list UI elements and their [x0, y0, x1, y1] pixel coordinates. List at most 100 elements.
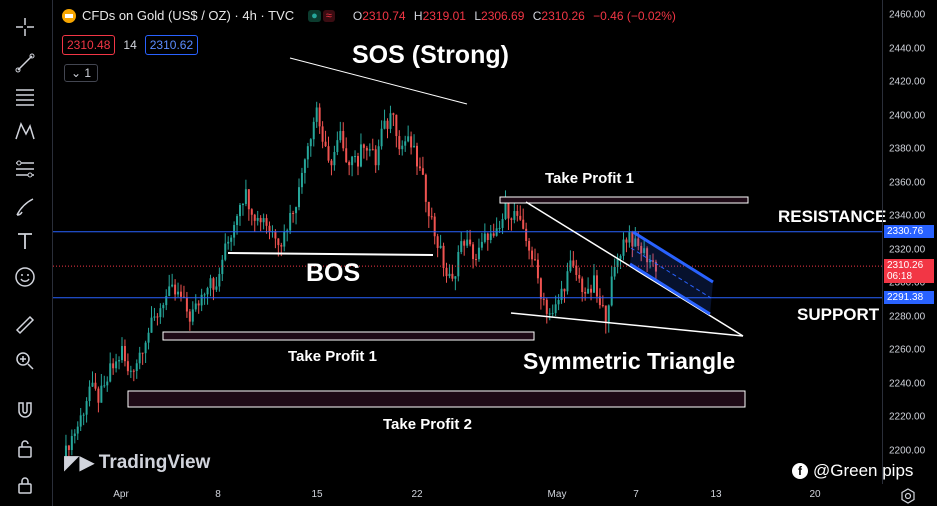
candle-body — [475, 259, 477, 261]
candle-body — [492, 233, 495, 236]
resistance-price-tag: 2330.76 — [884, 224, 934, 238]
candle-body — [442, 245, 445, 268]
candle-body — [224, 243, 227, 260]
tradingview-logo[interactable]: ◤▶ TradingView — [64, 451, 211, 475]
candle-body — [595, 275, 598, 297]
settings-icon[interactable] — [900, 488, 916, 504]
candle-body — [106, 381, 109, 386]
candle-body — [147, 332, 150, 343]
candle-body — [637, 238, 640, 246]
candle-body — [362, 144, 365, 148]
candle-body — [247, 189, 250, 210]
candle-body — [433, 216, 436, 237]
chart-area[interactable]: SOS (Strong) BOS Take Profit 1 Take Prof… — [53, 0, 886, 484]
candle-countdown: 06:18 — [887, 271, 913, 283]
candle-body — [557, 300, 560, 305]
candle-body — [380, 128, 383, 147]
tp2-label: Take Profit 2 — [383, 416, 472, 433]
time-tick: 8 — [215, 489, 221, 500]
time-tick: May — [547, 489, 567, 500]
price-tick: 2200.00 — [889, 445, 926, 457]
bid-button[interactable]: 2310.48 — [62, 35, 116, 55]
candle-body — [135, 363, 138, 372]
candle-body — [318, 107, 321, 127]
projection-icon[interactable] — [10, 156, 40, 182]
candle-body — [168, 286, 171, 297]
candle-body — [395, 114, 398, 137]
candle-body — [129, 370, 132, 372]
candle-body — [604, 305, 607, 322]
candle-body — [103, 385, 106, 387]
candle-body — [244, 189, 247, 204]
brush-icon[interactable] — [10, 194, 40, 220]
trendline-icon[interactable] — [10, 50, 40, 76]
candle-body — [162, 305, 165, 309]
candle-body — [123, 346, 126, 362]
candle-body — [265, 218, 268, 226]
candle-body — [554, 304, 557, 314]
lock-icon[interactable] — [10, 436, 40, 462]
candle-body — [392, 113, 395, 115]
candle-body — [174, 284, 177, 295]
candle-body — [259, 217, 262, 223]
candle-body — [590, 288, 593, 293]
candle-body — [365, 147, 368, 151]
candle-body — [200, 294, 203, 306]
candle-body — [416, 145, 418, 167]
candle-body — [253, 214, 256, 221]
candle-body — [528, 241, 531, 251]
price-tick: 2220.00 — [889, 411, 926, 423]
candle-body — [587, 288, 590, 294]
candle-body — [451, 273, 454, 279]
candle-body — [212, 278, 215, 290]
symbol-title[interactable]: CFDs on Gold (US$ / OZ) · 4h · TVC — [82, 8, 295, 23]
candle-body — [345, 148, 348, 163]
candle-body — [413, 145, 416, 148]
price-axis[interactable]: 2200.00 2220.00 2240.00 2260.00 2280.00 2300.… — [882, 0, 937, 484]
indicator-toggle[interactable]: ⌄ 1 — [64, 64, 99, 82]
ask-button[interactable]: 2310.62 — [144, 35, 199, 55]
candle-body — [274, 231, 277, 239]
emoji-icon[interactable] — [10, 264, 40, 290]
text-icon[interactable] — [10, 228, 40, 254]
price-tick: 2280.00 — [889, 311, 926, 323]
candle-body — [649, 260, 652, 263]
crosshair-icon[interactable] — [10, 14, 40, 40]
time-tick: 7 — [633, 489, 639, 500]
pattern-icon[interactable] — [10, 118, 40, 144]
candle-body — [439, 245, 442, 248]
candle-body — [631, 231, 634, 247]
candle-body — [109, 363, 112, 382]
magnet-icon[interactable] — [10, 398, 40, 424]
candle-body — [292, 212, 295, 214]
time-tick: Apr — [113, 489, 129, 500]
price-tick: 2340.00 — [889, 210, 926, 222]
support-label: SUPPORT — [797, 305, 880, 324]
candle-body — [619, 255, 622, 259]
fib-icon[interactable] — [10, 84, 40, 110]
chart-svg — [53, 57, 882, 464]
ruler-icon[interactable] — [10, 312, 40, 338]
candle-body — [138, 352, 141, 364]
candle-body — [327, 146, 330, 161]
price-tick: 2300.00 — [889, 277, 926, 289]
candle-body — [126, 361, 129, 372]
triangle-label: Symmetric Triangle — [523, 348, 736, 374]
candle-body — [418, 166, 421, 169]
price-tick: 2240.00 — [889, 378, 926, 390]
candle-body — [342, 131, 345, 149]
candle-body — [575, 265, 578, 275]
padlock-icon[interactable] — [10, 472, 40, 498]
zoom-icon[interactable] — [10, 348, 40, 374]
candle-body — [303, 159, 306, 173]
candle-body — [121, 346, 123, 361]
candle-body — [404, 141, 407, 146]
candle-body — [501, 219, 504, 228]
candle-body — [542, 298, 545, 300]
candle-body — [407, 136, 410, 142]
time-axis[interactable]: Apr 8 15 22 May 7 13 20 — [53, 484, 882, 506]
candle-body — [625, 239, 628, 243]
candle-body — [239, 204, 241, 217]
candle-body — [283, 231, 286, 247]
candle-body — [389, 113, 392, 129]
